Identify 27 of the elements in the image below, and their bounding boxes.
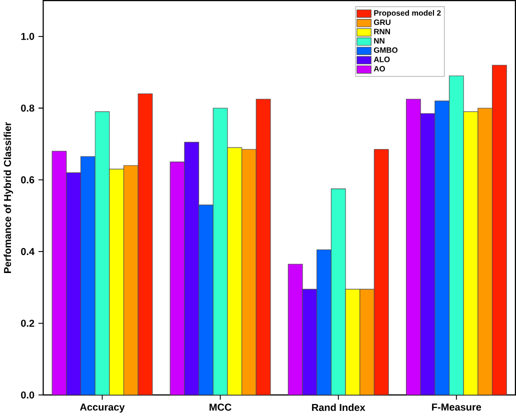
bar xyxy=(80,156,96,395)
bar xyxy=(212,108,228,395)
bar xyxy=(302,288,318,395)
x-tick-label: MCC xyxy=(210,403,232,411)
bar xyxy=(330,188,346,395)
y-tick-label: 0.4 xyxy=(21,248,34,255)
bar xyxy=(434,100,450,395)
y-tick-label: 0.8 xyxy=(21,104,34,112)
bar xyxy=(66,172,82,395)
bar xyxy=(94,111,110,395)
bar xyxy=(316,249,332,395)
bar xyxy=(109,168,124,395)
y-tick-label: 0.6 xyxy=(21,176,34,184)
x-tick-label: Accuracy xyxy=(80,403,125,412)
bar xyxy=(420,113,436,395)
bar xyxy=(463,111,478,395)
bar xyxy=(198,204,214,395)
bar xyxy=(184,142,200,395)
bar xyxy=(345,288,360,395)
x-tick-label: F-Measure xyxy=(432,403,482,410)
y-tick-label: 0.2 xyxy=(21,320,34,327)
y-tick-label: 1.0 xyxy=(21,32,34,40)
y-axis-title: Perfomance of Hybrid Classifier xyxy=(4,122,14,273)
x-tick-label: Rand Index xyxy=(312,403,366,411)
bar xyxy=(227,147,242,395)
y-tick-label: 0.0 xyxy=(21,391,34,398)
bar xyxy=(448,75,464,395)
